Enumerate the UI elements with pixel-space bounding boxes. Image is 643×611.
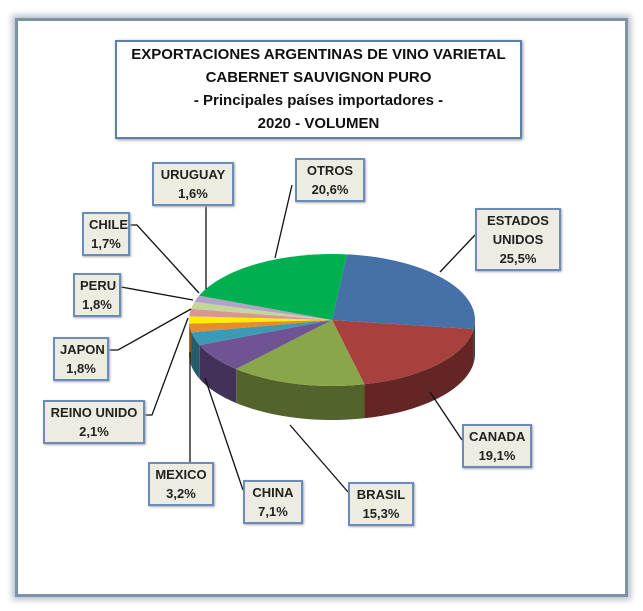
data-label-name: JAPON (60, 342, 105, 357)
data-label-value: 19,1% (478, 448, 516, 463)
title-line-1: EXPORTACIONES ARGENTINAS DE VINO VARIETA… (131, 46, 506, 63)
data-label-name: URUGUAY (160, 167, 226, 182)
pie-slice-brasil[interactable] (236, 320, 365, 386)
data-label-value: 3,2% (166, 486, 196, 501)
pie-side-mexico (191, 332, 200, 380)
pie-slice-china[interactable] (199, 320, 332, 369)
pie-slice-chile[interactable] (191, 301, 332, 320)
pie-side-china (199, 345, 237, 403)
leader-line (120, 286, 194, 301)
data-label: JAPON 1,8% (53, 337, 109, 381)
data-label: CHINA 7,1% (243, 480, 303, 524)
data-label-name: OTROS (306, 163, 354, 178)
pie-slice-mexico[interactable] (191, 320, 332, 346)
title-line-3: - Principales países importadores - (193, 92, 444, 109)
data-label-name: UNIDOS (492, 232, 544, 247)
data-label-value: 1,8% (66, 361, 96, 376)
pie-slice-otros[interactable] (199, 254, 347, 320)
data-label-value: 1,8% (82, 297, 112, 312)
data-label-name: BRASIL (356, 487, 406, 502)
pie-slice-estados-unidos[interactable] (332, 254, 475, 330)
leader-line (204, 377, 244, 491)
data-label-name: CHINA (252, 485, 294, 500)
data-label: CHILE 1,7% (82, 212, 130, 256)
leader-line (289, 424, 349, 493)
data-label: ESTADOS UNIDOS 25,5% (475, 208, 561, 271)
pie-slice-uruguay[interactable] (194, 295, 332, 320)
leader-line (130, 224, 200, 294)
data-label: BRASIL 15,3% (348, 482, 414, 526)
title-line-4: 2020 - VOLUMEN (257, 115, 380, 132)
title-line-2: CABERNET SAUVIGNON PURO (205, 69, 432, 86)
data-label-name: ESTADOS (487, 213, 549, 228)
leader-line (439, 234, 476, 273)
data-label-name: REINO UNIDO (50, 405, 138, 420)
leader-line (145, 317, 189, 416)
data-label-value: 7,1% (258, 504, 288, 519)
data-label-value: 1,6% (178, 186, 208, 201)
data-label-value: 15,3% (362, 506, 400, 521)
data-label-value: 2,1% (79, 424, 109, 439)
data-label-name: CANADA (469, 429, 526, 444)
data-label: REINO UNIDO 2,1% (43, 400, 145, 444)
data-label-name: MEXICO (155, 467, 207, 482)
pie-side-canada (364, 329, 474, 419)
pie-slice-reino-unido[interactable] (189, 320, 332, 333)
pie-slice-peru[interactable] (189, 308, 332, 320)
pie-slice-japon[interactable] (188, 316, 332, 324)
pie-side-estados-unidos (473, 320, 475, 364)
data-label: PERU 1,8% (73, 273, 121, 317)
data-label-value: 1,7% (91, 236, 121, 251)
data-label-name: PERU (80, 278, 117, 293)
data-label-value: 25,5% (499, 251, 537, 266)
data-label: URUGUAY 1,6% (152, 162, 234, 206)
data-label: MEXICO 3,2% (148, 462, 214, 506)
pie-side-brasil (236, 368, 365, 420)
leader-line (429, 391, 463, 441)
chart-title: EXPORTACIONES ARGENTINAS DE VINO VARIETA… (115, 40, 522, 139)
data-label-name: CHILE (89, 217, 128, 232)
data-label: OTROS 20,6% (295, 158, 365, 202)
data-label: CANADA 19,1% (462, 424, 532, 468)
data-label-value: 20,6% (311, 182, 349, 197)
pie-slice-canada[interactable] (332, 320, 474, 385)
leader-line (109, 308, 192, 351)
leader-line (274, 184, 293, 259)
